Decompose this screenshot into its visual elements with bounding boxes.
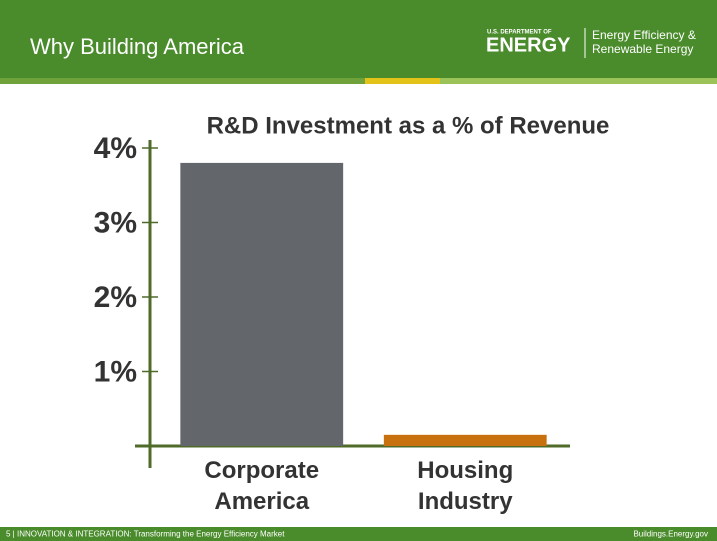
bar bbox=[383, 434, 547, 446]
footer-left: 5 | INNOVATION & INTEGRATION: Transformi… bbox=[6, 530, 285, 539]
bar bbox=[180, 162, 344, 446]
footer-right: Buildings.Energy.gov bbox=[633, 530, 708, 539]
logo-energy: ENERGY bbox=[486, 34, 571, 56]
logo-office: Renewable Energy bbox=[592, 42, 693, 56]
logo-department: U.S. DEPARTMENT OF bbox=[487, 30, 552, 36]
header-stripe bbox=[440, 78, 717, 84]
footer-band bbox=[0, 527, 717, 541]
header-stripe bbox=[365, 78, 440, 84]
slide-title: Why Building America bbox=[30, 34, 245, 59]
logo-office: Energy Efficiency & bbox=[592, 28, 696, 42]
y-tick-label: 1% bbox=[94, 355, 137, 388]
header-stripe bbox=[0, 78, 365, 84]
x-tick-label: Housing Industry bbox=[417, 457, 514, 515]
y-tick-label: 4% bbox=[94, 132, 137, 165]
y-tick-label: 2% bbox=[94, 281, 137, 314]
y-tick-label: 3% bbox=[94, 206, 137, 239]
x-tick-label: Corporate America bbox=[204, 457, 320, 515]
header-band bbox=[0, 0, 717, 78]
chart-title: R&D Investment as a % of Revenue bbox=[207, 112, 610, 139]
